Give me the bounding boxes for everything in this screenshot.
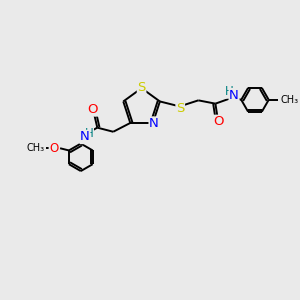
Text: O: O: [49, 142, 58, 155]
Text: N: N: [229, 88, 239, 102]
Text: H: H: [85, 127, 93, 140]
Text: N: N: [80, 130, 90, 143]
Text: CH₃: CH₃: [280, 95, 298, 105]
Text: H: H: [225, 85, 233, 98]
Text: N: N: [149, 117, 159, 130]
Text: O: O: [88, 103, 98, 116]
Text: O: O: [213, 115, 224, 128]
Text: S: S: [137, 81, 146, 94]
Text: CH₃: CH₃: [26, 143, 44, 153]
Text: S: S: [176, 101, 184, 115]
